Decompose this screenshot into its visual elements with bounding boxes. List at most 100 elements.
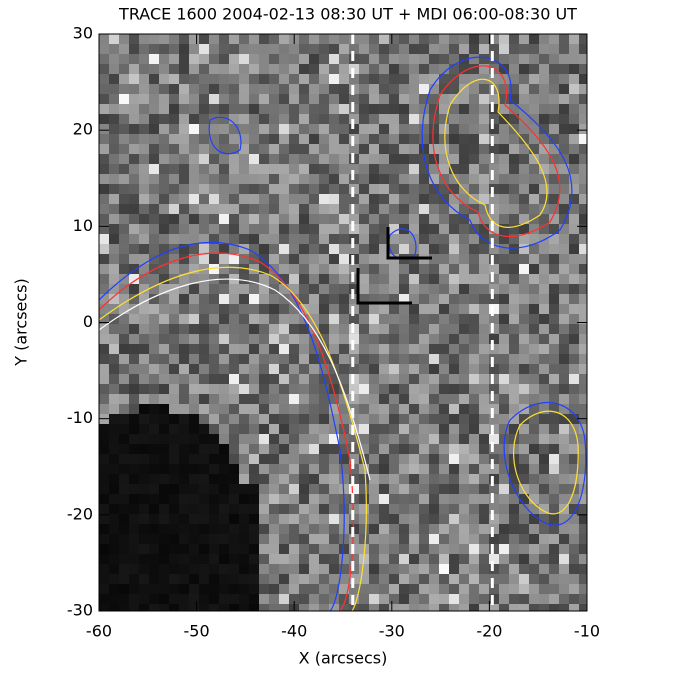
pixel: [379, 134, 389, 144]
pixel: [519, 524, 529, 534]
pixel: [289, 484, 299, 494]
pixel: [199, 154, 209, 164]
pixel: [459, 404, 469, 414]
pixel: [399, 264, 409, 274]
pixel: [449, 214, 459, 224]
pixel: [379, 304, 389, 314]
pixel: [139, 294, 149, 304]
pixel: [279, 354, 289, 364]
pixel: [159, 424, 169, 434]
pixel: [249, 434, 259, 444]
pixel: [499, 344, 509, 354]
pixel: [409, 214, 419, 224]
pixel: [269, 244, 279, 254]
pixel: [459, 454, 469, 464]
pixel: [209, 164, 219, 174]
pixel: [139, 64, 149, 74]
pixel: [479, 424, 489, 434]
pixel: [569, 394, 579, 404]
pixel: [519, 224, 529, 234]
pixel: [449, 424, 459, 434]
pixel: [169, 54, 179, 64]
pixel: [119, 194, 129, 204]
pixel: [499, 464, 509, 474]
pixel: [409, 444, 419, 454]
pixel: [269, 524, 279, 534]
pixel: [389, 214, 399, 224]
pixel: [239, 594, 249, 604]
pixel: [109, 354, 119, 364]
pixel: [109, 134, 119, 144]
pixel: [569, 524, 579, 534]
pixel: [259, 154, 269, 164]
pixel: [269, 334, 279, 344]
pixel: [229, 164, 239, 174]
pixel: [399, 524, 409, 534]
pixel: [559, 234, 569, 244]
pixel: [159, 524, 169, 534]
pixel: [439, 324, 449, 334]
pixel: [219, 444, 229, 454]
pixel: [319, 544, 329, 554]
pixel: [459, 154, 469, 164]
pixel: [529, 194, 539, 204]
pixel: [469, 564, 479, 574]
pixel: [439, 364, 449, 374]
y-tick-label: 20: [73, 120, 93, 139]
pixel: [319, 94, 329, 104]
pixel: [399, 94, 409, 104]
pixel: [579, 54, 587, 64]
pixel: [559, 564, 569, 574]
pixel: [199, 544, 209, 554]
pixel: [469, 154, 479, 164]
pixel: [149, 194, 159, 204]
pixel: [209, 344, 219, 354]
pixel: [339, 564, 349, 574]
pixel: [359, 334, 369, 344]
pixel: [549, 474, 559, 484]
pixel: [259, 354, 269, 364]
pixel: [249, 54, 259, 64]
pixel: [399, 204, 409, 214]
pixel: [539, 214, 549, 224]
pixel: [149, 384, 159, 394]
pixel: [119, 344, 129, 354]
pixel: [119, 244, 129, 254]
pixel: [139, 134, 149, 144]
pixel: [399, 154, 409, 164]
pixel: [169, 44, 179, 54]
pixel: [239, 264, 249, 274]
pixel: [379, 124, 389, 134]
pixel: [199, 204, 209, 214]
pixel: [469, 444, 479, 454]
pixel: [139, 574, 149, 584]
pixel: [269, 314, 279, 324]
pixel: [229, 594, 239, 604]
pixel: [419, 74, 429, 84]
pixel: [569, 434, 579, 444]
pixel: [319, 574, 329, 584]
pixel: [259, 314, 269, 324]
pixel: [349, 94, 359, 104]
pixel: [219, 344, 229, 354]
pixel: [469, 604, 479, 611]
pixel: [479, 124, 489, 134]
pixel: [389, 344, 399, 354]
pixel: [299, 364, 309, 374]
pixel: [559, 204, 569, 214]
pixel: [549, 524, 559, 534]
pixel: [489, 34, 499, 44]
pixel: [219, 604, 229, 611]
pixel: [509, 64, 519, 74]
pixel: [479, 34, 489, 44]
pixel: [109, 374, 119, 384]
pixel: [559, 84, 569, 94]
pixel: [169, 474, 179, 484]
pixel: [479, 214, 489, 224]
pixel: [449, 44, 459, 54]
pixel: [139, 414, 149, 424]
pixel: [179, 284, 189, 294]
pixel: [549, 604, 559, 611]
pixel: [519, 204, 529, 214]
pixel: [409, 94, 419, 104]
